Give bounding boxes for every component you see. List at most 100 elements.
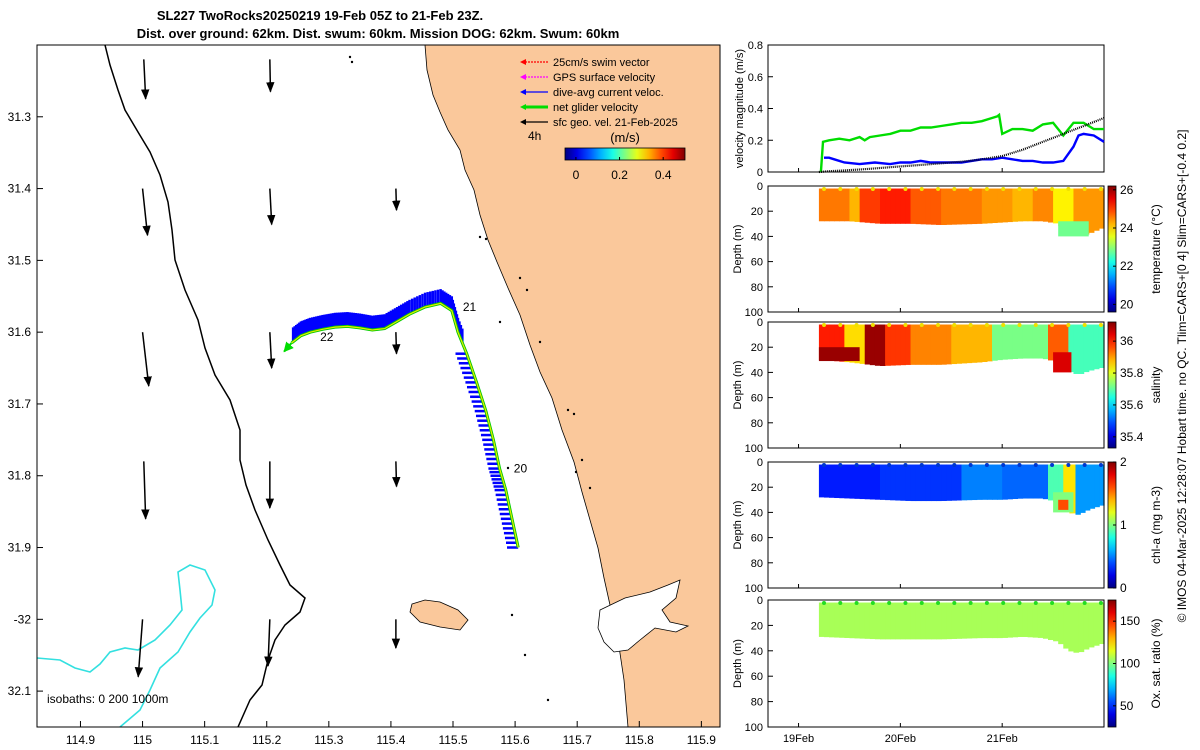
- surface-dot: [968, 187, 973, 191]
- time-step-label: 4h: [528, 129, 541, 143]
- y-tick-label: 60: [751, 533, 763, 545]
- section-cell: [976, 188, 983, 224]
- x-tick-label: 115.4: [376, 733, 405, 747]
- y-tick-label: 0: [757, 317, 763, 329]
- colorbar-tick-label: 24: [1120, 221, 1134, 235]
- section-cell: [946, 188, 952, 225]
- section-cell: [936, 602, 942, 640]
- x-tick-label: 115.8: [625, 733, 654, 747]
- section-cell: [1093, 602, 1100, 646]
- surface-dot: [1017, 323, 1022, 327]
- velocity-frame: [767, 44, 1105, 173]
- dive-avg-vectors: [291, 289, 519, 549]
- section-cell: [849, 324, 856, 363]
- surface-dot: [870, 187, 875, 191]
- surface-dot: [1050, 463, 1055, 467]
- surface-dot: [822, 187, 826, 191]
- chl-a-section-panel: 0 20 40 60 80 100 Depth (m) 0 1 2 chl-a (mg m-3): [732, 455, 1163, 595]
- section-cell: [1012, 464, 1019, 500]
- islet: [350, 60, 354, 64]
- y-tick-label: 0: [757, 181, 763, 193]
- section-cell: [997, 188, 1003, 223]
- section-cell: [951, 188, 957, 225]
- surface-dot: [919, 187, 924, 191]
- section-cell: [930, 602, 937, 640]
- surface-dot: [968, 463, 973, 467]
- section-cell: [869, 602, 876, 640]
- x-tick-label: 115.5: [438, 733, 467, 747]
- colorbar-tick-label: 26: [1120, 183, 1134, 197]
- colorbar-tick-label: 20: [1120, 297, 1134, 311]
- section-cell: [854, 324, 861, 364]
- surface-dot: [887, 463, 892, 467]
- legend-arrowhead: [520, 104, 526, 110]
- colorbar-label: salinity: [1149, 367, 1163, 404]
- section-cell: [818, 324, 825, 361]
- section-cell: [1053, 352, 1072, 373]
- section-cell: [1042, 188, 1049, 222]
- section-cell: [1042, 324, 1049, 360]
- section-cell: [1083, 602, 1090, 650]
- y-tick-label: 0: [757, 457, 763, 469]
- section-cell: [941, 188, 947, 225]
- section-cell: [849, 188, 856, 222]
- section-cell: [1098, 188, 1105, 229]
- section-cell: [920, 324, 927, 365]
- y-axis-label: Depth (m): [732, 225, 744, 274]
- section-cell: [930, 188, 937, 225]
- surface-dot: [936, 323, 941, 327]
- islet: [510, 613, 514, 617]
- section-cell: [1068, 188, 1075, 234]
- geo-velocity-vector: [267, 332, 276, 370]
- x-tick-label: 115.1: [190, 733, 219, 747]
- section-cell: [869, 324, 876, 366]
- geo-velocity-vector: [264, 619, 273, 668]
- estuary-water: [597, 579, 690, 653]
- surface-dot: [854, 187, 859, 191]
- section-cell: [844, 464, 851, 499]
- section-cell: [976, 464, 983, 500]
- colorbar-tick-label: 35.4: [1120, 430, 1144, 444]
- colorbar-tick-label: 50: [1120, 699, 1134, 713]
- section-cell: [966, 602, 973, 639]
- section-cell: [834, 602, 840, 638]
- section-cell: [1058, 221, 1089, 237]
- section-cell: [1073, 602, 1080, 653]
- section-cell: [961, 188, 968, 225]
- section-cell: [1022, 602, 1029, 637]
- section-cell: [854, 602, 861, 639]
- section-cell: [1027, 188, 1034, 222]
- surface-dot: [1098, 323, 1103, 327]
- section-cell: [880, 602, 886, 640]
- surface-dot: [1050, 187, 1055, 191]
- surface-dot: [887, 601, 892, 605]
- surface-dot: [1098, 463, 1103, 467]
- surface-dot: [1033, 601, 1038, 605]
- surface-dot: [1033, 323, 1038, 327]
- section-cell: [966, 324, 973, 364]
- surface-dot: [1098, 601, 1103, 605]
- map-content: 20 21 22 isobaths: 0 200 1000m: [37, 45, 720, 727]
- day-label: 20: [514, 462, 528, 476]
- section-cell: [920, 602, 927, 640]
- x-tick-label: 115.7: [563, 733, 592, 747]
- y-tick-label: 0: [757, 595, 763, 607]
- section-cell: [915, 188, 922, 225]
- y-tick-label: 0.8: [748, 40, 763, 52]
- surface-dot: [903, 323, 908, 327]
- section-cell: [859, 324, 866, 364]
- section-cell: [915, 602, 922, 640]
- section-colorbar: [1107, 185, 1117, 313]
- section-cell: [864, 188, 871, 223]
- colorbar-tick-label: 0.4: [655, 168, 672, 182]
- section-cell: [986, 602, 993, 639]
- colorbar-label: Ox. sat. ratio (%): [1149, 618, 1163, 708]
- legend-arrowhead: [520, 74, 526, 80]
- section-cell: [1032, 464, 1039, 499]
- section-cell: [864, 602, 871, 639]
- section-cell: [1053, 188, 1059, 224]
- section-cell: [834, 324, 840, 362]
- section-cell: [1012, 188, 1019, 222]
- section-cell: [1073, 324, 1080, 374]
- surface-dot: [952, 323, 957, 327]
